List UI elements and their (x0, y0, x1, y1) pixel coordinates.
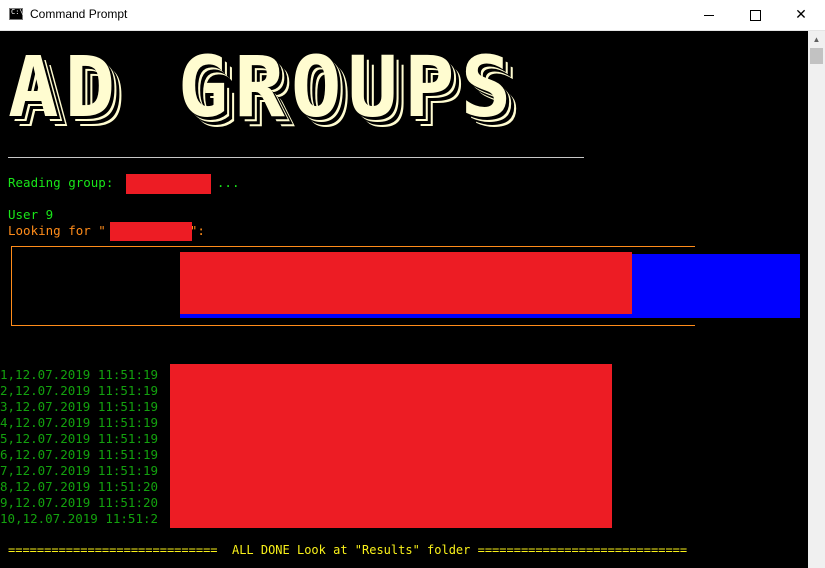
redaction-user-name (110, 222, 192, 241)
looking-for-prefix: Looking for " (8, 223, 106, 238)
maximize-icon (749, 9, 761, 21)
log-row: 5,12.07.2019 11:51:19 (0, 431, 159, 446)
done-line: ============================= ALL DONE L… (8, 543, 688, 557)
log-row: 1,12.07.2019 11:51:19 (0, 367, 159, 382)
progress-frame (11, 246, 695, 326)
log-row: 9,12.07.2019 11:51:20 (0, 495, 159, 510)
redaction-progress-details (180, 252, 632, 314)
user-line: User 9 (8, 207, 54, 222)
vertical-scrollbar[interactable]: ▲ (808, 31, 825, 568)
log-row: 2,12.07.2019 11:51:19 (0, 383, 159, 398)
window-title: Command Prompt (30, 7, 128, 21)
looking-for-line: Looking for " ": (8, 223, 205, 238)
banner-divider (8, 157, 584, 158)
close-icon: ✕ (795, 7, 807, 23)
redaction-log-details (170, 364, 612, 528)
maximize-button[interactable] (732, 0, 778, 30)
log-row: 10,12.07.2019 11:51:2 (0, 511, 159, 526)
log-row: 8,12.07.2019 11:51:20 (0, 479, 159, 494)
reading-group-ellipsis: ... (216, 175, 240, 190)
scroll-up-icon[interactable]: ▲ (812, 35, 821, 44)
log-row: 4,12.07.2019 11:51:19 (0, 415, 159, 430)
ascii-banner: AD GROUPS (8, 38, 518, 136)
log-row: 7,12.07.2019 11:51:19 (0, 463, 159, 478)
title-bar: Command Prompt ✕ (0, 0, 825, 31)
log-row: 6,12.07.2019 11:51:19 (0, 447, 159, 462)
console-output[interactable]: AD GROUPS Reading group: ... User 9 Look… (0, 31, 808, 568)
minimize-button[interactable] (686, 0, 732, 30)
command-prompt-icon (9, 8, 24, 20)
redaction-group-name (126, 174, 211, 194)
looking-for-suffix: ": (189, 223, 205, 238)
scroll-thumb[interactable] (810, 48, 823, 64)
minimize-icon (704, 14, 714, 16)
log-row: 3,12.07.2019 11:51:19 (0, 399, 159, 414)
reading-group-label: Reading group: (8, 175, 121, 190)
close-button[interactable]: ✕ (778, 0, 824, 30)
reading-group-line: Reading group: ... (8, 175, 239, 190)
